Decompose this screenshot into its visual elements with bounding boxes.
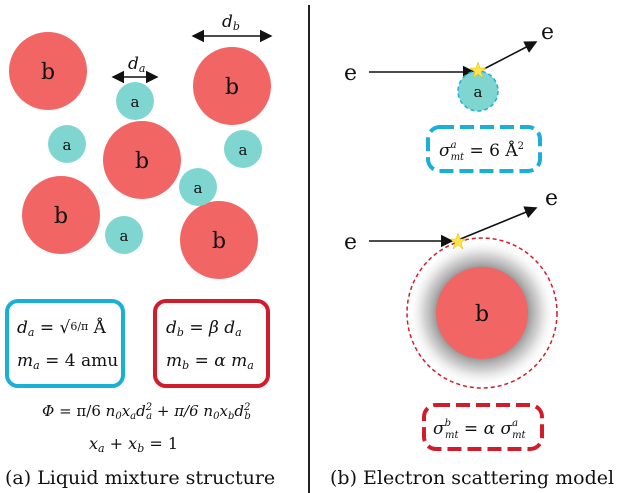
box-b-mb-eq: mb = α ma [166, 351, 254, 372]
particle-b-label: b [135, 149, 149, 174]
particle-b-label: b [225, 75, 239, 100]
collision-star-icon [449, 232, 467, 250]
particle-b-label: b [212, 229, 226, 254]
sigma-b-eq: σb mt = α σa mt [433, 418, 527, 441]
dimension-db-label: db [222, 12, 240, 33]
particle-b: b [9, 32, 87, 110]
box-b-db-eq: db = β da [166, 318, 242, 339]
particle-b: b [103, 121, 181, 199]
particle-b: b [22, 176, 100, 254]
panel-b: e e a σa mt = 6 Å2 b e e σb mt = α σa m [330, 20, 614, 489]
panel-b-caption: (b) Electron scattering model [330, 467, 614, 489]
particle-b: b [193, 47, 271, 125]
particle-b-label: b [41, 60, 55, 85]
sigma-a-eq: σa mt = 6 Å2 [439, 140, 524, 163]
particle-a-label: a [131, 93, 140, 111]
particle-a: a [48, 125, 86, 163]
particle-a: a [116, 82, 154, 120]
particle-a-label: a [120, 227, 129, 245]
dimension-da-label: da [128, 54, 145, 75]
particle-a-label: a [239, 141, 248, 159]
box-a-da-eq: da = √6/π Å [17, 317, 107, 339]
box-b-properties: db = β da mb = α ma [153, 299, 270, 388]
panel-a: b b b b b a a a a a da db da = √6/π Å ma… [5, 12, 275, 489]
particle-a: a [179, 168, 217, 206]
fraction-sum-eq: xa + xb = 1 [89, 434, 178, 455]
particle-b: b [180, 201, 258, 279]
panel-a-caption: (a) Liquid mixture structure [5, 467, 275, 489]
electron-out-label: e [545, 186, 558, 211]
particle-a: a [105, 216, 143, 254]
box-a-properties: da = √6/π Å ma = 4 amu [5, 299, 125, 388]
scatter-a-diagram: e e a [344, 20, 554, 112]
sigma-b-box: σb mt = α σa mt [422, 403, 544, 451]
particle-a-label: a [194, 179, 203, 197]
particle-a-label: a [63, 136, 72, 154]
collision-star-icon [469, 61, 487, 79]
particle-b-label: b [54, 204, 68, 229]
particle-b-label: b [475, 302, 489, 327]
particle-a: a [224, 130, 262, 168]
packing-fraction-eq: Φ = π/6 n0xad2 a + π/6 n0xbd2 b [42, 402, 251, 422]
scatter-b-diagram: b e e [344, 186, 558, 389]
particle-a-label: a [474, 83, 483, 101]
dimension-da: da [111, 54, 159, 84]
sigma-a-box: σa mt = 6 Å2 [426, 125, 542, 173]
electron-out-label: e [541, 20, 554, 45]
dimension-db: db [191, 12, 273, 43]
electron-in-label: e [344, 61, 357, 86]
electron-in-label: e [344, 230, 357, 255]
box-a-ma-eq: ma = 4 amu [17, 351, 118, 372]
